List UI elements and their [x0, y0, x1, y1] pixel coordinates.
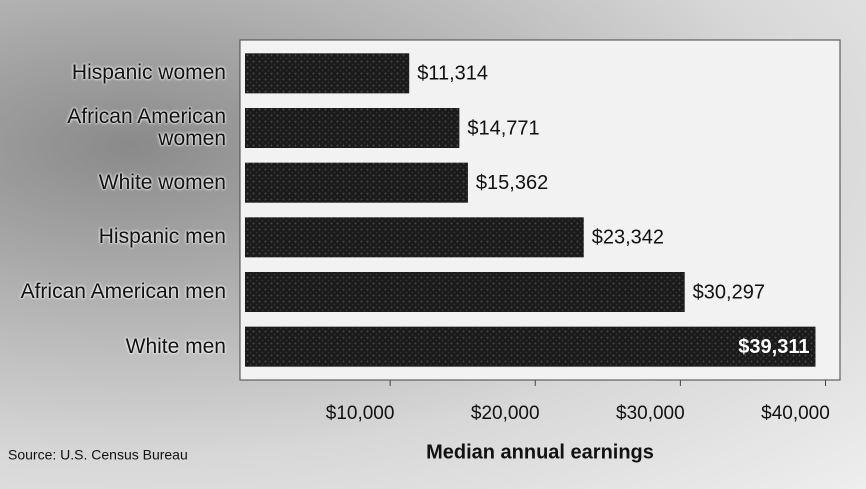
bar-texture — [245, 326, 816, 367]
bar-texture — [245, 108, 460, 148]
x-tick-label: $40,000 — [761, 403, 830, 424]
value-label: $23,342 — [592, 227, 664, 249]
plot-area — [239, 39, 841, 381]
category-label: White men — [125, 334, 226, 358]
x-tick-label: $10,000 — [326, 403, 395, 424]
bar-texture — [245, 272, 685, 312]
value-label: $30,297 — [693, 281, 765, 303]
bar-texture — [245, 162, 468, 203]
x-tick-label: $20,000 — [471, 403, 540, 424]
x-tick-label: $30,000 — [616, 403, 685, 424]
value-label: $15,362 — [476, 172, 548, 194]
source: Source: U.S. Census Bureau — [8, 447, 188, 463]
x-axis-label: Median annual earnings — [426, 441, 654, 463]
category-label: White women — [98, 170, 226, 194]
value-label: $11,314 — [417, 63, 488, 85]
value-label: $14,771 — [467, 117, 539, 139]
category-label: Hispanic women — [71, 61, 226, 85]
bar-texture — [245, 53, 410, 94]
value-label: $39,311 — [738, 336, 809, 358]
category-label: Hispanic men — [98, 225, 226, 249]
category-label: African American men — [20, 280, 226, 303]
bar-texture — [245, 217, 584, 258]
category-label: African American women — [67, 105, 226, 150]
